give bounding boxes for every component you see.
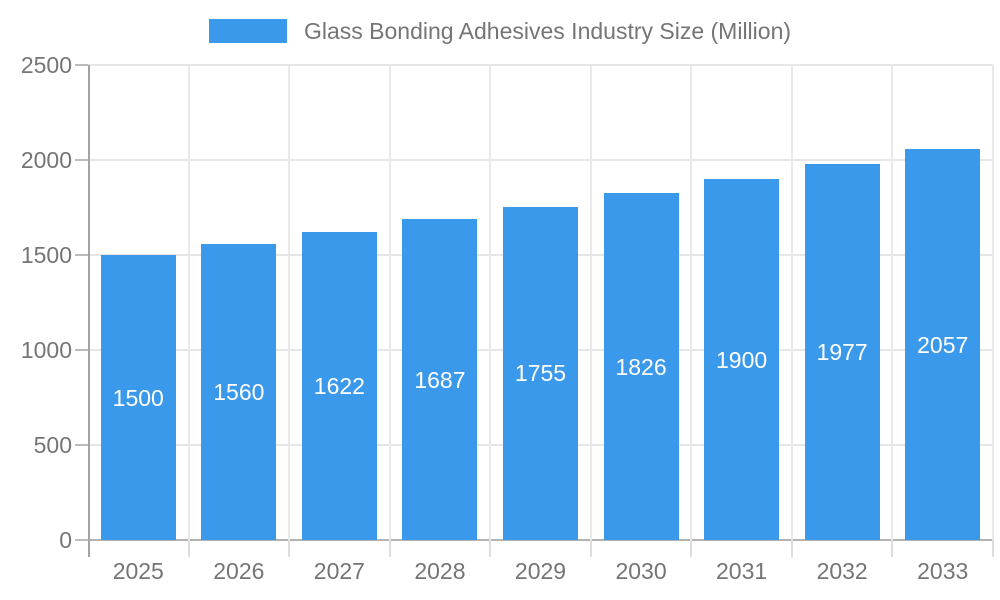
y-axis-tick <box>75 444 88 446</box>
x-tick-label: 2030 <box>615 558 667 584</box>
y-tick-label: 1500 <box>20 242 72 268</box>
v-gridline <box>489 65 492 540</box>
x-tick-label: 2026 <box>213 558 265 584</box>
v-gridline <box>288 65 291 540</box>
v-gridline <box>589 65 592 540</box>
h-gridline <box>88 64 993 66</box>
bar[interactable]: 1755 <box>503 206 578 540</box>
bar[interactable]: 1560 <box>201 243 277 540</box>
x-tick-label: 2028 <box>414 558 466 584</box>
v-gridline <box>388 65 391 540</box>
x-tick-label: 2029 <box>514 558 567 584</box>
bar-value-label: 1500 <box>112 384 164 411</box>
v-gridline <box>891 65 894 540</box>
x-tick-label: 2031 <box>716 558 768 584</box>
bar-value-label: 1622 <box>313 372 365 399</box>
bar[interactable]: 1622 <box>301 231 377 540</box>
x-axis-tick <box>992 540 994 557</box>
y-axis-tick <box>75 539 88 541</box>
bar[interactable]: 1900 <box>704 179 780 540</box>
bar[interactable]: 1500 <box>100 255 176 540</box>
legend[interactable]: Glass Bonding Adhesives Industry Size (M… <box>0 16 1000 46</box>
y-axis-tick <box>75 159 88 161</box>
x-tick-label: 2032 <box>816 558 868 584</box>
bar-value-label: 1687 <box>414 366 466 393</box>
v-gridline <box>187 65 190 540</box>
h-gridline <box>88 159 993 161</box>
x-axis-tick <box>891 540 894 557</box>
x-axis-tick <box>187 540 190 557</box>
y-tick-label: 2000 <box>20 147 72 173</box>
h-gridline <box>88 539 993 541</box>
bar[interactable]: 1687 <box>402 219 478 540</box>
y-axis-tick <box>75 254 88 256</box>
x-axis-tick <box>589 540 592 557</box>
y-axis-tick <box>75 349 88 351</box>
v-gridline <box>790 65 793 540</box>
x-axis-tick <box>288 540 291 557</box>
y-tick-label: 500 <box>33 432 72 458</box>
bar-value-label: 1977 <box>816 339 868 366</box>
bar-value-label: 1826 <box>615 353 667 380</box>
bar[interactable]: 1826 <box>603 193 679 540</box>
y-axis-tick <box>75 64 88 66</box>
x-axis-tick <box>690 540 693 557</box>
legend-swatch <box>208 19 287 43</box>
x-axis-tick <box>489 540 492 557</box>
legend-label: Glass Bonding Adhesives Industry Size (M… <box>303 17 792 44</box>
x-tick-label: 2033 <box>917 558 969 584</box>
x-axis-tick <box>790 540 793 557</box>
bar[interactable]: 2057 <box>905 149 981 540</box>
v-gridline <box>690 65 693 540</box>
bar-value-label: 1560 <box>213 378 265 405</box>
x-axis-tick <box>388 540 391 557</box>
x-tick-label: 2025 <box>112 558 164 584</box>
bar-value-label: 1900 <box>716 346 768 373</box>
y-tick-label: 2500 <box>20 52 72 78</box>
y-axis-line <box>88 65 90 557</box>
y-tick-label: 1000 <box>20 337 72 363</box>
bar[interactable]: 1977 <box>804 164 880 540</box>
v-gridline <box>992 65 994 540</box>
x-tick-label: 2027 <box>313 558 365 584</box>
y-tick-label: 0 <box>59 527 72 553</box>
bar-value-label: 2057 <box>917 331 969 358</box>
bar-value-label: 1755 <box>514 360 567 387</box>
